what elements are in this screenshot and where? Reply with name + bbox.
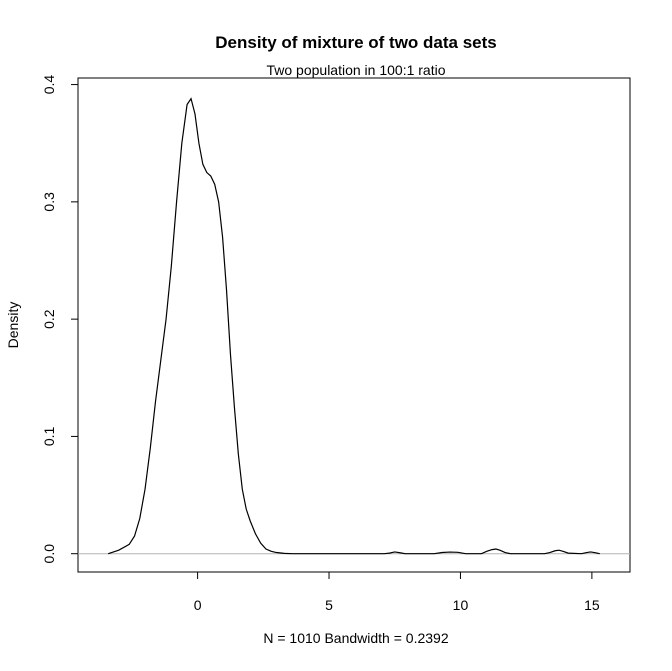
- y-tick-label: 0.2: [41, 309, 57, 329]
- y-axis-label: Density: [5, 302, 21, 349]
- chart-subtitle: Two population in 100:1 ratio: [266, 62, 445, 78]
- x-tick-label: 10: [453, 597, 469, 613]
- y-tick-label: 0.4: [41, 75, 57, 95]
- density-curve: [108, 97, 600, 555]
- x-axis: 0 5 10 15: [194, 572, 600, 613]
- x-axis-label: N = 1010 Bandwidth = 0.2392: [263, 630, 448, 646]
- x-tick-label: 15: [584, 597, 600, 613]
- x-tick-label: 5: [325, 597, 333, 613]
- x-tick-label: 0: [194, 597, 202, 613]
- y-axis: 0.0 0.1 0.2 0.3 0.4: [41, 75, 78, 564]
- chart-title: Density of mixture of two data sets: [215, 33, 497, 52]
- plot-frame: [77, 77, 631, 573]
- y-tick-label: 0.0: [41, 544, 57, 564]
- y-tick-label: 0.3: [41, 192, 57, 212]
- y-tick-label: 0.1: [41, 426, 57, 446]
